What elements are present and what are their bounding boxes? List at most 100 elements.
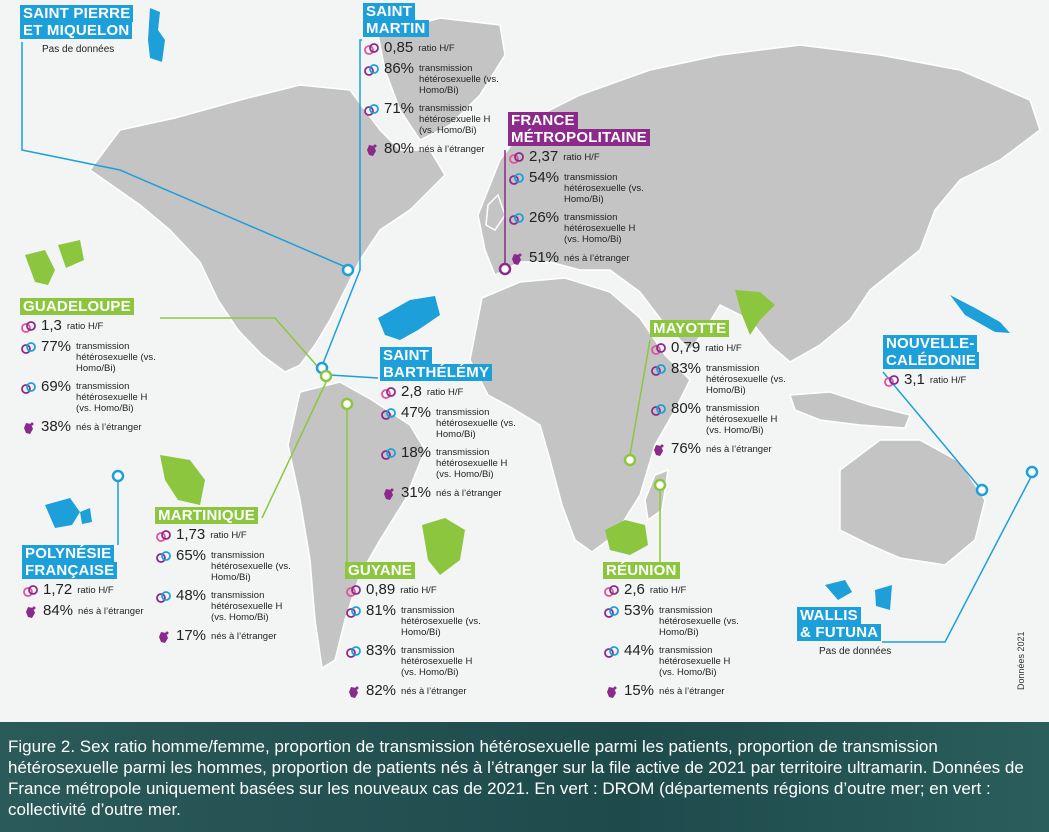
note: Pas de données	[819, 646, 892, 657]
caption: Figure 2. Sex ratio homme/femme, proport…	[0, 722, 1049, 832]
icon	[21, 342, 36, 354]
pin	[975, 483, 989, 497]
stat-row: 47% transmission hétérosexuelle (vs. Homo…	[380, 405, 518, 440]
icon	[651, 404, 666, 416]
icon	[23, 585, 38, 597]
pin	[653, 478, 667, 492]
icon	[346, 646, 361, 658]
stat-label: ratio H/F	[563, 152, 600, 163]
territory-name: WALLIS	[797, 607, 861, 624]
stat-row: 83% transmission hétérosexuelle H (vs. Ho…	[345, 643, 483, 678]
stat-row: 1,72 ratio H/F	[22, 582, 144, 598]
territory: GUADELOUPE 1,3 ratio H/F 77% transmission hé…	[20, 298, 158, 435]
stat-row: 80% transmission hétérosexuelle H (vs. Ho…	[650, 401, 788, 436]
stat-row: 17% nés à l’étranger	[155, 628, 293, 644]
stat-row: 71% transmission hétérosexuelle H (vs. Ho…	[363, 101, 501, 136]
icon	[512, 253, 522, 265]
stat-label: ratio H/F	[426, 387, 464, 398]
stat-value: 44%	[624, 642, 655, 659]
territory: SAINT BARTHÉLÉMY 2,8 ratio H/F 47% transmissi…	[380, 347, 518, 501]
stat-value: 2,37	[529, 148, 559, 165]
territory-name: SAINT PIERRE	[20, 5, 134, 22]
icon	[654, 444, 664, 456]
stats: 2,37 ratio H/F 54% transmission hétérosexue…	[508, 149, 650, 266]
stat-row: 1,73 ratio H/F	[155, 527, 293, 543]
stat-value: 15%	[624, 682, 655, 699]
icon	[381, 448, 396, 460]
nc-connector	[882, 371, 981, 489]
stat-row: 2,37 ratio H/F	[508, 149, 650, 165]
territory-name: FRANCE	[508, 112, 578, 129]
icon	[346, 606, 361, 618]
stats: 1,72 ratio H/F 84% nés à l’étranger	[22, 582, 144, 619]
mayotte-shape	[735, 290, 775, 335]
territory: NOUVELLE- CALÉDONIE 3,1 ratio H/F	[883, 335, 980, 388]
mayotte-connector	[629, 339, 651, 456]
stat-value: 71%	[384, 100, 415, 117]
pin	[1025, 465, 1039, 479]
stat-row: 18% transmission hétérosexuelle H (vs. Ho…	[380, 445, 518, 480]
territory-name: FRANÇAISE	[22, 562, 118, 579]
icon	[509, 173, 524, 185]
stats: 1,73 ratio H/F 65% transmission hétérosexue…	[155, 527, 293, 644]
stat-row: 51% nés à l’étranger	[508, 250, 650, 266]
icon	[156, 530, 171, 542]
territory: WALLIS & FUTUNA Pas de données	[797, 607, 891, 657]
stat-value: 38%	[41, 418, 72, 435]
territory-name: MAYOTTE	[650, 320, 730, 337]
stat-row: 83% transmission hétérosexuelle (vs. Homo…	[650, 361, 788, 396]
stat-label: ratio H/F	[210, 530, 247, 541]
stat-label: ratio H/F	[929, 375, 967, 386]
saint-martin-connector	[321, 39, 362, 367]
pin	[319, 369, 333, 383]
stat-label: ratio H/F	[77, 585, 114, 596]
stat-label: nés à l’étranger	[706, 444, 772, 455]
stat-value: 0,85	[384, 39, 414, 56]
stat-value: 26%	[529, 209, 560, 226]
territory-name: ET MIQUELON	[20, 22, 133, 39]
stat-label: nés à l’étranger	[436, 488, 502, 499]
stat-value: 2,8	[401, 383, 422, 400]
australia	[839, 439, 986, 566]
territory: MAYOTTE 0,79 ratio H/F 83% transmission hété…	[650, 320, 788, 457]
saint-barth-connector	[329, 374, 379, 379]
stats: 0,79 ratio H/F 83% transmission hétérosexue…	[650, 340, 788, 457]
spm-shape	[148, 8, 165, 62]
stat-label: transmission hétérosexuelle H (vs. Homo/…	[211, 590, 283, 623]
stat-value: 80%	[671, 400, 702, 417]
icon	[364, 64, 379, 76]
pins	[111, 262, 1039, 497]
stat-value: 51%	[529, 249, 560, 266]
stat-value: 69%	[41, 378, 72, 395]
territory: POLYNÉSIE FRANÇAISE 1,72 ratio H/F 84% nés à …	[22, 545, 144, 619]
uk	[485, 193, 506, 231]
stat-label: transmission hétérosexuelle (vs. Homo/Bi…	[401, 605, 481, 638]
stat-value: 83%	[671, 360, 702, 377]
stat-row: 44% transmission hétérosexuelle H (vs. Ho…	[603, 643, 741, 678]
pin	[623, 453, 637, 467]
stat-row: 82% nés à l’étranger	[345, 683, 483, 699]
martinique-connector	[261, 377, 329, 519]
pin	[498, 262, 512, 276]
stat-row: 84% nés à l’étranger	[22, 603, 144, 619]
stat-value: 3,1	[904, 371, 925, 388]
stat-value: 0,79	[671, 339, 701, 356]
guyane-shape	[422, 518, 465, 575]
stat-value: 54%	[529, 169, 560, 186]
stat-row: 1,3 ratio H/F	[20, 318, 158, 334]
icon	[21, 382, 36, 394]
pin	[340, 397, 354, 411]
pin	[341, 263, 355, 277]
stat-label: ratio H/F	[705, 343, 742, 354]
stat-value: 48%	[176, 587, 207, 604]
icon	[604, 646, 619, 658]
stat-label: ratio H/F	[400, 585, 437, 596]
icon	[651, 364, 666, 376]
stat-row: 38% nés à l’étranger	[20, 419, 158, 435]
stat-label: nés à l’étranger	[211, 631, 277, 642]
icon	[367, 144, 377, 156]
icon	[349, 686, 359, 698]
icon	[364, 104, 379, 116]
territory-name: CALÉDONIE	[883, 352, 980, 369]
reunion-shape	[605, 520, 648, 555]
